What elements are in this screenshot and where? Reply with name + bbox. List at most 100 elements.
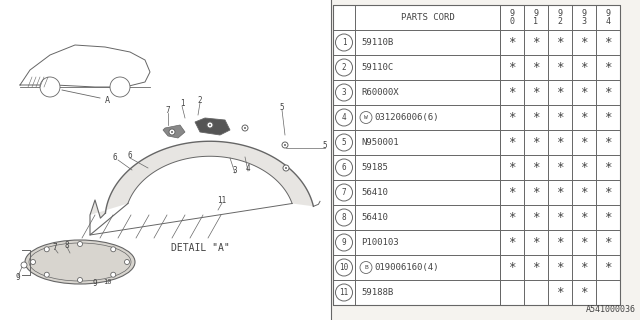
Text: 9: 9 [93,278,97,287]
Circle shape [44,272,49,277]
Circle shape [335,109,353,126]
Text: 3: 3 [342,88,346,97]
Circle shape [40,77,60,97]
Circle shape [125,260,129,265]
Text: 8: 8 [65,241,69,250]
Text: 031206006(6): 031206006(6) [374,113,438,122]
Text: 56410: 56410 [361,188,388,197]
Circle shape [283,165,289,171]
Text: DETAIL "A": DETAIL "A" [171,243,229,253]
Polygon shape [90,141,314,218]
Circle shape [335,259,353,276]
Circle shape [169,129,175,135]
Circle shape [31,260,35,265]
Circle shape [335,134,353,151]
Text: *: * [532,186,540,199]
Text: *: * [556,61,564,74]
Text: 5: 5 [342,138,346,147]
Text: 3: 3 [233,165,237,174]
Text: *: * [532,86,540,99]
Circle shape [110,77,130,97]
Text: *: * [604,61,612,74]
Text: *: * [532,61,540,74]
Text: *: * [556,36,564,49]
Circle shape [209,124,211,126]
Text: 5: 5 [280,102,284,111]
Text: *: * [556,211,564,224]
Bar [0,0,332,320]
Text: *: * [508,86,516,99]
Text: *: * [532,136,540,149]
Text: *: * [508,236,516,249]
Text: A: A [105,95,110,105]
Text: *: * [532,161,540,174]
Text: B: B [364,265,368,270]
Circle shape [360,111,372,124]
Text: 9
0: 9 0 [509,9,515,26]
Text: *: * [508,211,516,224]
Text: *: * [604,36,612,49]
Text: *: * [556,111,564,124]
Text: 9: 9 [16,274,20,283]
Text: 9
1: 9 1 [534,9,538,26]
Circle shape [335,84,353,101]
Text: *: * [604,211,612,224]
Circle shape [360,261,372,274]
Text: *: * [580,211,588,224]
Text: 8: 8 [342,213,346,222]
Text: 59188B: 59188B [361,288,393,297]
Text: *: * [556,286,564,299]
Text: *: * [508,36,516,49]
Circle shape [207,122,213,128]
Circle shape [111,272,116,277]
Text: 7: 7 [52,243,58,252]
Text: *: * [532,36,540,49]
Circle shape [111,247,116,252]
Text: 1: 1 [180,99,184,108]
Text: 7: 7 [166,106,170,115]
Text: *: * [580,186,588,199]
Text: *: * [604,161,612,174]
Text: P100103: P100103 [361,238,399,247]
Text: 019006160(4): 019006160(4) [374,263,438,272]
Text: *: * [604,136,612,149]
Text: PARTS CORD: PARTS CORD [401,13,454,22]
Circle shape [335,34,353,51]
Text: *: * [556,261,564,274]
Text: 11: 11 [218,196,227,204]
Text: 56410: 56410 [361,213,388,222]
Text: 9
4: 9 4 [605,9,611,26]
Text: *: * [580,261,588,274]
Text: *: * [580,136,588,149]
Text: *: * [532,236,540,249]
Text: 59110C: 59110C [361,63,393,72]
Polygon shape [195,118,230,135]
Circle shape [242,125,248,131]
Text: *: * [604,86,612,99]
Text: R60000X: R60000X [361,88,399,97]
Text: *: * [580,236,588,249]
Ellipse shape [25,240,135,284]
Text: 11: 11 [339,288,349,297]
Text: *: * [580,86,588,99]
Text: 10: 10 [103,279,111,285]
Text: *: * [604,261,612,274]
Circle shape [335,234,353,251]
Text: *: * [604,111,612,124]
Text: 9: 9 [342,238,346,247]
Text: 7: 7 [342,188,346,197]
Text: 2: 2 [198,95,202,105]
Circle shape [282,142,288,148]
Text: *: * [508,161,516,174]
Text: N950001: N950001 [361,138,399,147]
Text: *: * [508,61,516,74]
Circle shape [171,131,173,133]
Circle shape [335,209,353,226]
Text: 10: 10 [339,263,349,272]
Text: 6: 6 [342,163,346,172]
Circle shape [21,262,27,268]
Text: *: * [508,111,516,124]
Text: *: * [556,161,564,174]
Text: *: * [532,261,540,274]
Text: *: * [580,286,588,299]
